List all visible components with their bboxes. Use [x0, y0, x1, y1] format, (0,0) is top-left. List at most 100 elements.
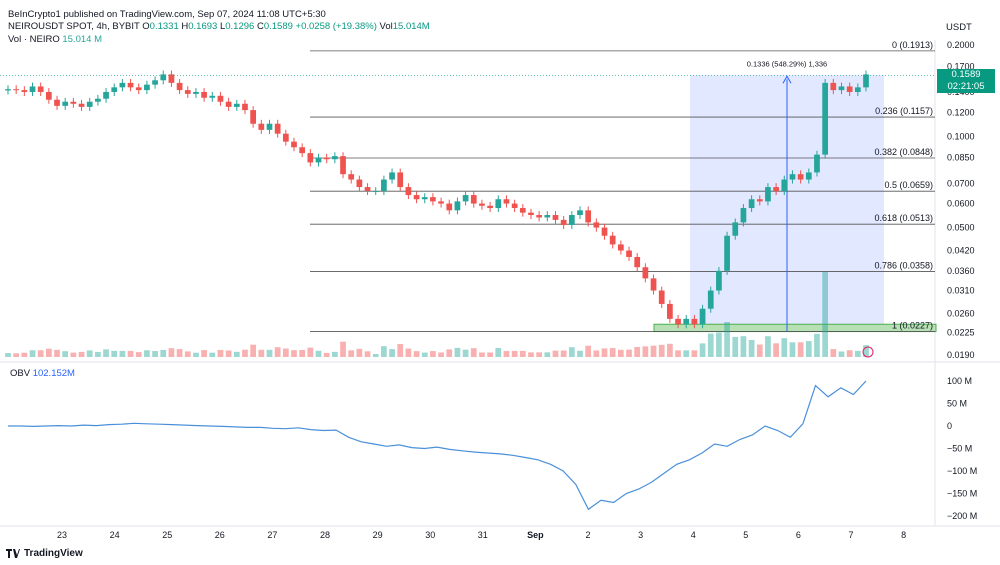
candle	[830, 82, 837, 91]
currency-label: USDT	[946, 22, 972, 33]
fib-label: 0.618 (0.0513)	[874, 213, 933, 223]
volume-bar	[242, 349, 248, 357]
volume-bar	[413, 351, 420, 357]
candle	[511, 203, 518, 209]
volume-bar	[209, 352, 216, 357]
candle	[193, 91, 199, 94]
candle	[266, 123, 273, 130]
alert-icon	[862, 346, 874, 358]
time-tick-label: 31	[478, 530, 488, 540]
volume-bar	[789, 342, 796, 357]
volume-bar	[773, 343, 779, 357]
candle	[716, 270, 722, 291]
candle	[544, 215, 551, 218]
volume-bar	[756, 344, 763, 357]
volume-bar	[552, 350, 559, 357]
price-tick-label: 0.0190	[947, 350, 975, 360]
candle	[331, 156, 338, 160]
volume-bar	[691, 350, 698, 357]
volume-bar	[438, 352, 444, 357]
published-caption: BeInCrypto1 published on TradingView.com…	[8, 9, 326, 20]
price-tick-label: 0.1200	[947, 107, 975, 117]
volume-bar	[201, 350, 207, 357]
price-tick-label: 0.1700	[947, 61, 975, 71]
open-value: 0.1331	[149, 21, 179, 32]
volume-bar	[528, 352, 534, 357]
volume-bar	[609, 348, 616, 357]
candle	[348, 174, 355, 180]
volume-bar	[217, 349, 224, 357]
volume-bar	[364, 351, 371, 357]
volume-bar	[650, 345, 657, 357]
volume-bar	[78, 351, 85, 357]
volume-bar	[814, 333, 820, 357]
high-value: 0.1693	[188, 21, 218, 32]
volume-bar	[266, 349, 273, 357]
volume-bar	[707, 333, 714, 357]
candle	[45, 91, 52, 100]
candle	[307, 153, 314, 163]
candle	[356, 179, 363, 188]
obv-tick-label: 0	[947, 421, 952, 431]
candle	[462, 195, 469, 202]
volume-bar	[585, 345, 592, 357]
volume-bar	[405, 348, 412, 357]
candle	[340, 156, 346, 175]
volume-bar	[830, 349, 837, 357]
candle	[209, 95, 216, 98]
volume-bar	[732, 336, 739, 357]
candle	[495, 199, 502, 209]
volume-bar	[487, 352, 493, 357]
candle	[699, 308, 706, 325]
volume-bar	[307, 347, 314, 357]
candle	[5, 89, 11, 91]
candle	[846, 86, 853, 92]
price-tick-label: 0.0850	[947, 153, 975, 163]
candle	[389, 172, 395, 180]
volume-bar	[356, 348, 363, 357]
volume-bar	[495, 347, 502, 357]
obv-legend: OBV 102.152M	[10, 368, 75, 379]
candle	[765, 187, 771, 202]
fib-label: 0.786 (0.0358)	[874, 261, 933, 271]
volume-bar	[421, 352, 428, 357]
candle	[250, 110, 257, 124]
obv-tick-label: −50 M	[947, 444, 972, 454]
volume-bar	[103, 349, 109, 357]
fib-label: 1 (0.0227)	[892, 321, 933, 331]
volume-bar	[29, 350, 36, 357]
volume-bar	[601, 348, 608, 357]
candle	[291, 141, 297, 148]
candle	[675, 318, 681, 325]
candle	[405, 187, 412, 196]
candle	[822, 82, 829, 155]
candle	[78, 103, 85, 107]
change-value: +0.0258 (+19.38%)	[295, 21, 377, 32]
symbol-label: NEIROUSDT SPOT, 4h, BYBIT	[8, 21, 140, 32]
candle	[863, 74, 869, 88]
volume-bar	[822, 272, 829, 357]
candle	[111, 87, 118, 92]
candle	[454, 201, 461, 211]
volume-bar	[13, 353, 20, 357]
candle	[299, 147, 306, 154]
volume-bar	[846, 350, 853, 357]
time-tick-label: 6	[796, 530, 801, 540]
price-tick-label: 0.0420	[947, 246, 975, 256]
volume-bar	[381, 346, 387, 357]
volume-bar	[454, 347, 461, 357]
time-tick-label: 29	[373, 530, 383, 540]
volume-bar	[724, 322, 730, 357]
candle	[37, 86, 44, 92]
volume-bar	[372, 354, 379, 357]
candle	[70, 101, 77, 104]
volume-bar	[282, 348, 289, 357]
volume-bar	[593, 350, 600, 357]
measure-label: 0.1336 (548.29%) 1,336	[747, 59, 827, 68]
candle	[397, 172, 404, 188]
volume-bar	[634, 346, 641, 357]
volume-bar	[127, 350, 134, 357]
candle	[552, 215, 559, 220]
tradingview-logo[interactable]: TradingView	[6, 548, 83, 559]
